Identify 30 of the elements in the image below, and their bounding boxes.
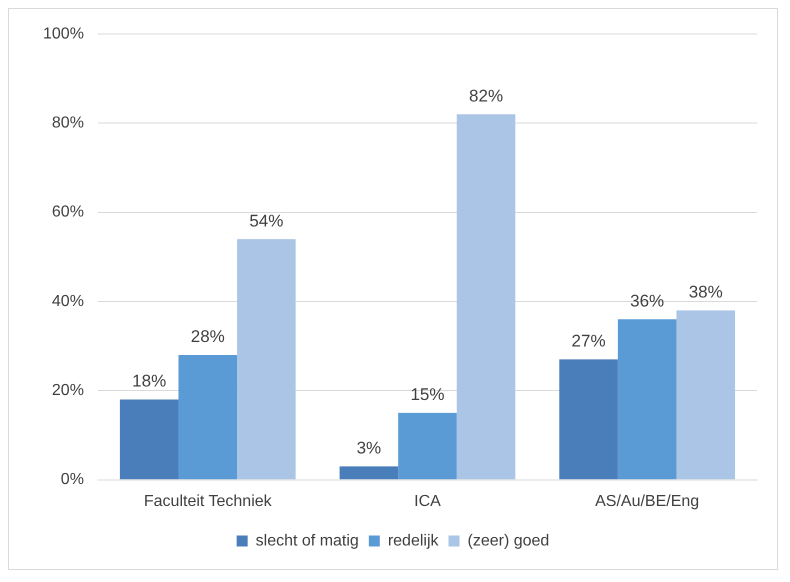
- x-tick-label: ICA: [414, 492, 442, 510]
- bar: [178, 354, 238, 480]
- data-label: 18%: [132, 372, 166, 391]
- y-tick-label: 20%: [52, 382, 84, 400]
- y-tick-label: 40%: [52, 292, 84, 310]
- legend-label: (zeer) goed: [468, 532, 550, 550]
- data-label: 3%: [356, 438, 382, 458]
- x-tick-label: AS/Au/BE/Eng: [595, 492, 700, 510]
- bar: [398, 412, 457, 480]
- data-label: 36%: [630, 292, 664, 310]
- legend-label: slecht of matig: [256, 532, 359, 550]
- bar: [237, 239, 296, 480]
- legend-label: redelijk: [388, 532, 440, 550]
- bar: [340, 466, 398, 480]
- y-tick-label: 100%: [43, 25, 84, 42]
- y-tick-label: 80%: [52, 114, 84, 132]
- bar: [559, 359, 618, 480]
- data-label: 82%: [469, 86, 504, 106]
- data-label: 28%: [190, 327, 225, 346]
- data-label: 54%: [249, 211, 284, 230]
- data-label: 38%: [688, 282, 723, 302]
- data-label: 27%: [572, 332, 606, 351]
- bar: [676, 310, 736, 480]
- y-tick-label: 60%: [52, 204, 84, 221]
- bar: [456, 114, 516, 480]
- y-tick-label: 0%: [60, 471, 84, 488]
- data-label: 15%: [410, 385, 444, 404]
- bar: [618, 319, 676, 480]
- x-tick-label: Faculteit Techniek: [144, 492, 273, 510]
- bar: [120, 400, 178, 480]
